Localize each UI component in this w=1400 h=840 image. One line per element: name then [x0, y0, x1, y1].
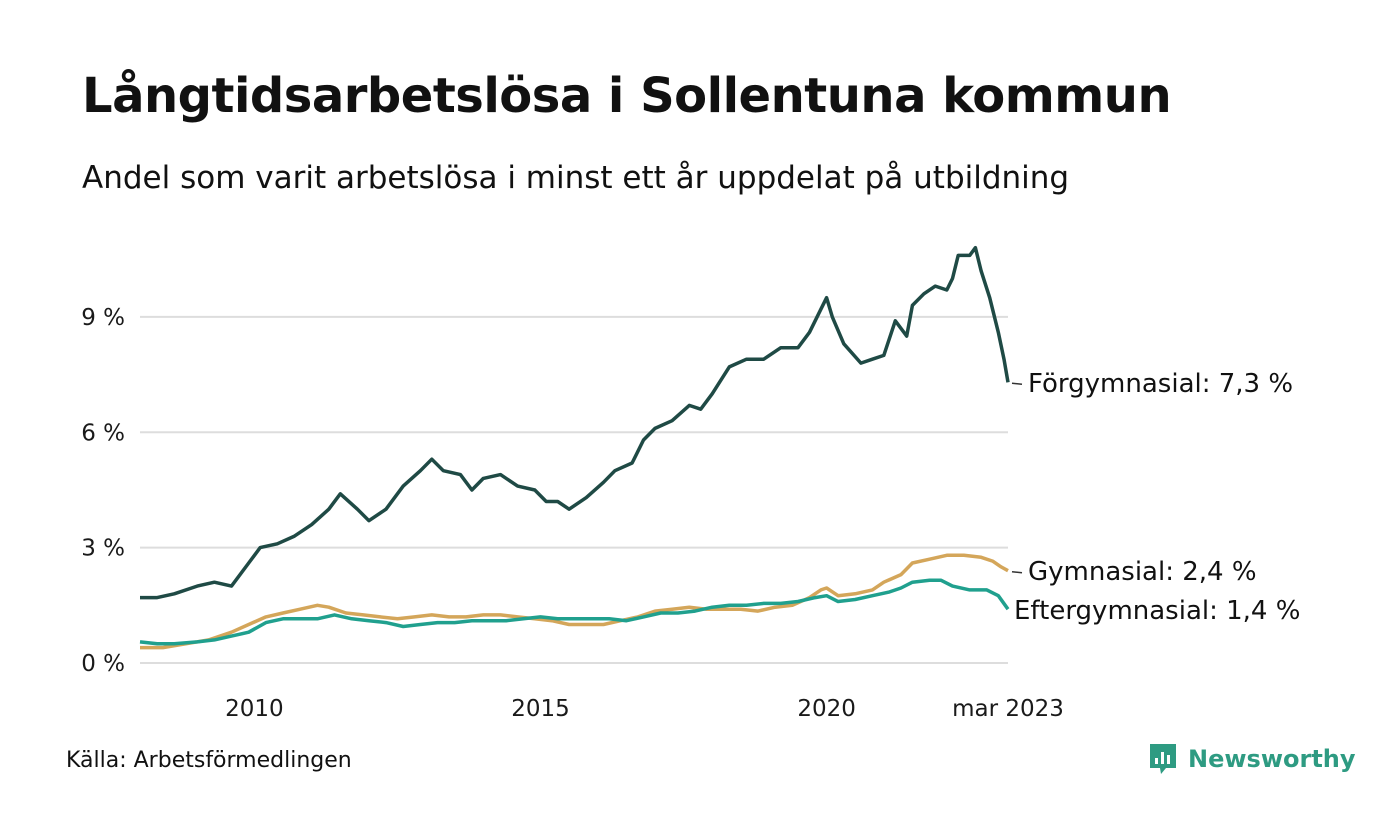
- brand-name: Newsworthy: [1188, 745, 1356, 773]
- grid-lines: [140, 315, 1008, 664]
- page-title: Långtidsarbetslösa i Sollentuna kommun: [82, 68, 1172, 124]
- x-tick-label: 2020: [797, 696, 856, 722]
- series-end-labels: Förgymnasial: 7,3 % Gymnasial: 2,4 % Efter…: [1011, 369, 1300, 626]
- y-tick-label: 6 %: [81, 420, 125, 446]
- x-axis-ticks: 2010 2015 2020 mar 2023: [225, 696, 1064, 722]
- series-lines: [139, 245, 1010, 650]
- series-line-eftergymnasial: [139, 578, 1010, 646]
- page-subtitle: Andel som varit arbetslösa i minst ett å…: [82, 160, 1070, 196]
- label-connector: [1011, 382, 1023, 386]
- label-connector: [1011, 570, 1023, 574]
- series-end-label: Förgymnasial: 7,3 %: [1028, 369, 1293, 399]
- series-end-label: Eftergymnasial: 1,4 %: [1014, 596, 1300, 626]
- y-tick-label: 0 %: [81, 651, 125, 677]
- series-line-gymnasial: [140, 553, 1009, 650]
- y-axis-ticks: 0 % 3 % 6 % 9 %: [81, 305, 125, 677]
- brand-logo[interactable]: Newsworthy: [1148, 742, 1356, 776]
- x-tick-label: 2015: [511, 696, 570, 722]
- x-tick-label: mar 2023: [952, 696, 1064, 722]
- source-note: Källa: Arbetsförmedlingen: [66, 748, 352, 773]
- y-tick-label: 9 %: [81, 305, 125, 331]
- newsworthy-logo-icon: [1150, 744, 1176, 774]
- series-line-förgymnasial: [140, 245, 1010, 600]
- x-tick-label: 2010: [225, 696, 284, 722]
- y-tick-label: 3 %: [81, 536, 125, 562]
- series-end-label: Gymnasial: 2,4 %: [1028, 557, 1257, 587]
